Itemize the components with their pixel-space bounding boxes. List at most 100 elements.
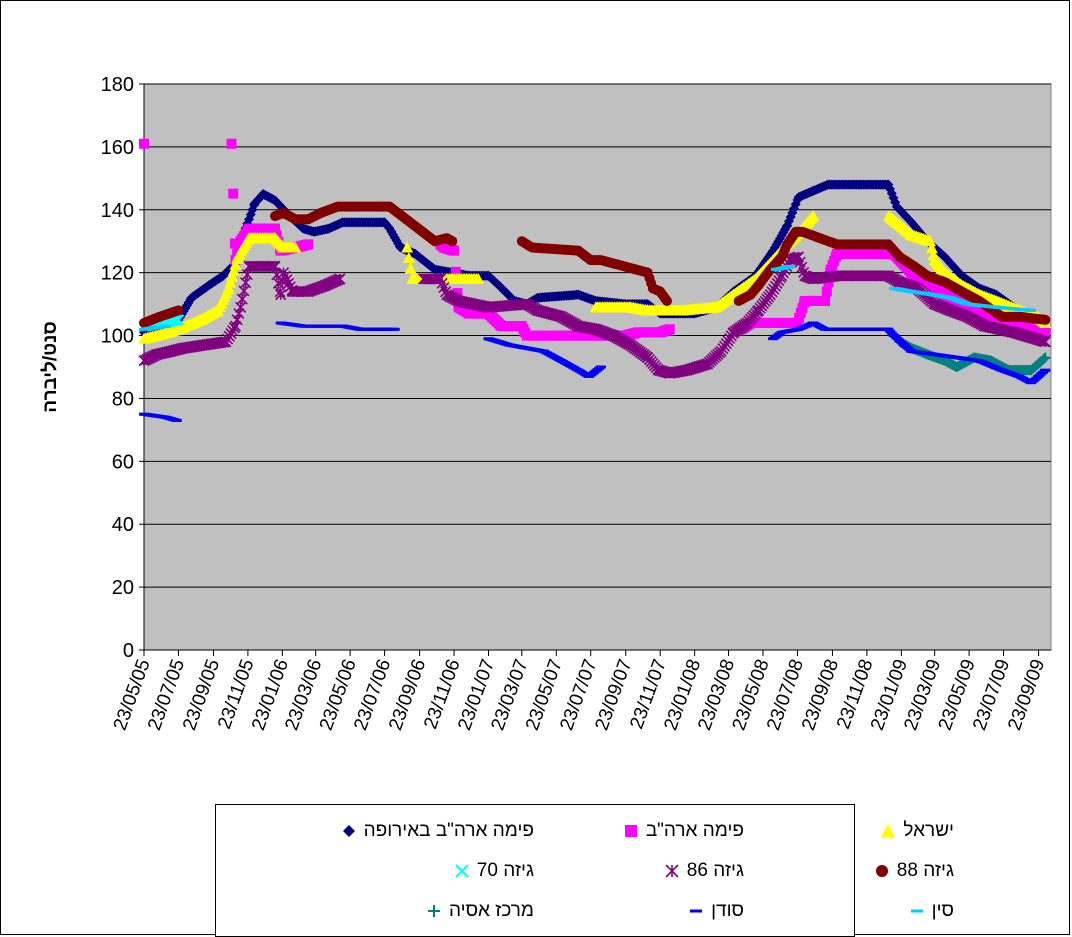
data-point <box>427 905 440 917</box>
data-point <box>334 273 346 285</box>
data-point <box>231 314 243 326</box>
legend-label: פימה ארה"ב <box>645 820 744 841</box>
data-point <box>228 188 239 199</box>
data-point <box>661 295 672 306</box>
data-point <box>1040 368 1051 372</box>
data-point <box>1039 336 1051 348</box>
data-point <box>664 324 675 335</box>
data-point <box>1040 327 1051 338</box>
data-point <box>389 327 400 331</box>
data-point <box>910 909 923 913</box>
data-point <box>275 289 287 301</box>
data-point <box>226 138 237 149</box>
data-point <box>404 262 417 274</box>
legend-marker-icon <box>910 909 923 913</box>
legend-item: סין <box>906 899 954 923</box>
legend-marker-icon <box>342 825 355 837</box>
data-point <box>227 264 240 276</box>
legend-item: ישראל <box>877 819 954 843</box>
legend-item: גיזה 86 <box>661 859 744 883</box>
data-point <box>472 272 485 284</box>
y-tick-label: 60 <box>112 451 134 473</box>
legend-item: גיזה 88 <box>871 859 954 883</box>
data-point <box>690 909 703 913</box>
y-tick-label: 80 <box>112 388 134 410</box>
data-point <box>792 317 803 328</box>
legend-label: גיזה 70 <box>476 860 534 881</box>
series <box>138 251 1051 379</box>
data-point <box>807 210 820 222</box>
data-point <box>797 302 808 313</box>
chart-svg: 0 20 40 60 80 100 120 140 160 180 23/05/0523/07/0… <box>40 74 1052 734</box>
series-layer <box>138 138 1052 422</box>
legend-marker-icon <box>875 865 888 877</box>
data-point <box>795 307 806 318</box>
data-point <box>222 282 235 294</box>
legend-label: גיזה 86 <box>686 860 744 881</box>
data-point <box>229 320 242 332</box>
data-point <box>820 295 831 306</box>
data-point <box>269 260 281 272</box>
y-tick-label: 160 <box>101 137 134 159</box>
data-point <box>595 365 606 369</box>
data-point <box>447 236 458 247</box>
data-point <box>821 286 832 297</box>
legend: פימה ארה"ב באירופה פימה ארה"ב ישראל גיזה 70… <box>215 804 954 937</box>
data-point <box>161 324 172 328</box>
data-point <box>624 825 637 837</box>
y-tick-labels: 0 20 40 60 80 100 120 140 160 180 <box>101 74 134 662</box>
data-point <box>665 864 679 878</box>
data-point <box>229 258 242 270</box>
data-point <box>233 307 245 320</box>
legend-label: פימה ארה"ב באירופה <box>363 820 534 841</box>
data-point <box>881 824 896 837</box>
y-tick-label: 120 <box>101 263 134 285</box>
data-point <box>226 270 239 282</box>
data-point <box>1026 308 1037 312</box>
legend-item: סודן <box>685 899 744 923</box>
data-point <box>139 138 149 149</box>
axes <box>139 83 1051 656</box>
legend-label: מרכז אסיה <box>448 900 534 921</box>
data-point <box>342 825 355 837</box>
legend-marker-icon <box>455 864 469 878</box>
data-point <box>1040 314 1051 325</box>
legend-label: ישראל <box>903 820 954 841</box>
data-point <box>270 223 281 234</box>
y-tick-label: 180 <box>101 74 134 96</box>
legend-item: גיזה 70 <box>451 859 534 883</box>
data-point <box>171 418 182 422</box>
legend-item: פימה ארה"ב באירופה <box>338 819 534 843</box>
data-point <box>173 305 184 316</box>
legend-item: מרכז אסיה <box>423 899 534 923</box>
legend-marker-icon <box>624 825 637 837</box>
data-point <box>875 865 888 877</box>
y-tick-label: 20 <box>112 577 134 599</box>
data-point <box>455 864 469 878</box>
legend-marker-icon <box>881 824 896 837</box>
legend-marker-icon <box>665 864 679 878</box>
legend-marker-icon <box>690 909 703 913</box>
legend-label: סין <box>931 900 954 921</box>
data-point <box>925 242 938 254</box>
y-tick-label: 0 <box>123 640 134 662</box>
data-point <box>233 242 244 253</box>
legend-item: פימה ארה"ב <box>620 819 744 843</box>
y-tick-label: 140 <box>101 200 134 222</box>
data-point <box>450 266 461 277</box>
data-point <box>785 264 796 268</box>
data-point <box>224 276 237 288</box>
legend-marker-icon <box>427 905 440 917</box>
legend-label: סודן <box>711 900 744 921</box>
data-point <box>303 239 314 250</box>
y-tick-label: 100 <box>101 326 134 348</box>
data-point <box>924 235 937 247</box>
data-point <box>402 251 415 263</box>
data-point <box>794 312 805 323</box>
data-point <box>401 241 414 253</box>
x-tick-labels: 23/05/0523/07/0523/09/0523/11/0523/01/06… <box>110 657 1050 734</box>
legend-label: גיזה 88 <box>896 860 954 881</box>
data-point <box>452 288 463 299</box>
y-tick-label: 40 <box>112 514 134 536</box>
